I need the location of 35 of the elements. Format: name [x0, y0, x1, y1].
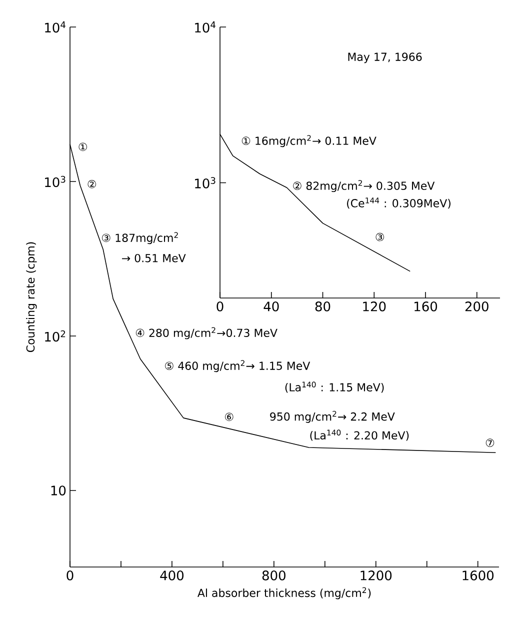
annotation: ③ 187mg/cm$^{2}$	[102, 232, 178, 244]
y-tick-label: 10$^{4}$	[45, 21, 66, 33]
y-tick-label: 10$^{2}$	[45, 330, 66, 342]
x-tick-label: 200	[465, 302, 488, 312]
y-tick-label: 10$^{4}$	[195, 21, 216, 33]
annotation: ⑦	[486, 438, 494, 447]
annotation: ④ 280 mg/cm$^{2}$→0.73 MeV	[136, 327, 278, 340]
annotation: (La$^{140}$ : 2.20 MeV)	[310, 430, 409, 441]
y-tick-label: 10$^{3}$	[45, 176, 66, 188]
x-tick-label: 0	[66, 570, 74, 580]
annotation: (Ce$^{144}$ : 0.309MeV)	[347, 198, 450, 209]
x-tick-label: 0	[216, 302, 224, 312]
annotation: ⑥	[225, 412, 234, 421]
annotation: ② 82mg/cm$^{2}$→ 0.305 MeV	[293, 180, 435, 192]
x-tick-label: 120	[363, 302, 386, 312]
annotation: May 17, 1966	[348, 52, 422, 64]
annotation: ③	[376, 232, 384, 242]
annotation: → 0.51 MeV	[122, 254, 186, 262]
x-tick-label: 160	[414, 302, 438, 312]
annotation: ⑤ 460 mg/cm$^{2}$→ 1.15 MeV	[165, 360, 310, 372]
x-tick-label: 1600	[462, 570, 494, 580]
annotation: ①	[78, 142, 87, 151]
x-tick-label: 1200	[360, 570, 392, 580]
y-tick-label: 10	[51, 486, 66, 496]
annotation: 950 mg/cm$^{2}$→ 2.2 MeV	[270, 410, 395, 423]
annotation: ① 16mg/cm$^{2}$→ 0.11 MeV	[242, 135, 376, 148]
x-tick-label: 80	[315, 302, 330, 312]
y-tick-label: 10$^{3}$	[195, 177, 216, 188]
annotation: (La$^{140}$ : 1.15 MeV)	[285, 382, 384, 393]
x-tick-label: 800	[262, 570, 286, 580]
x-tick-label: 40	[264, 302, 279, 312]
annotation: ②	[88, 180, 96, 188]
y-axis-title: Counting rate (cpm)	[26, 242, 37, 352]
x-tick-label: 400	[160, 570, 184, 580]
x-axis-title: Al absorber thickness (mg/cm$^{2}$)	[198, 587, 371, 600]
